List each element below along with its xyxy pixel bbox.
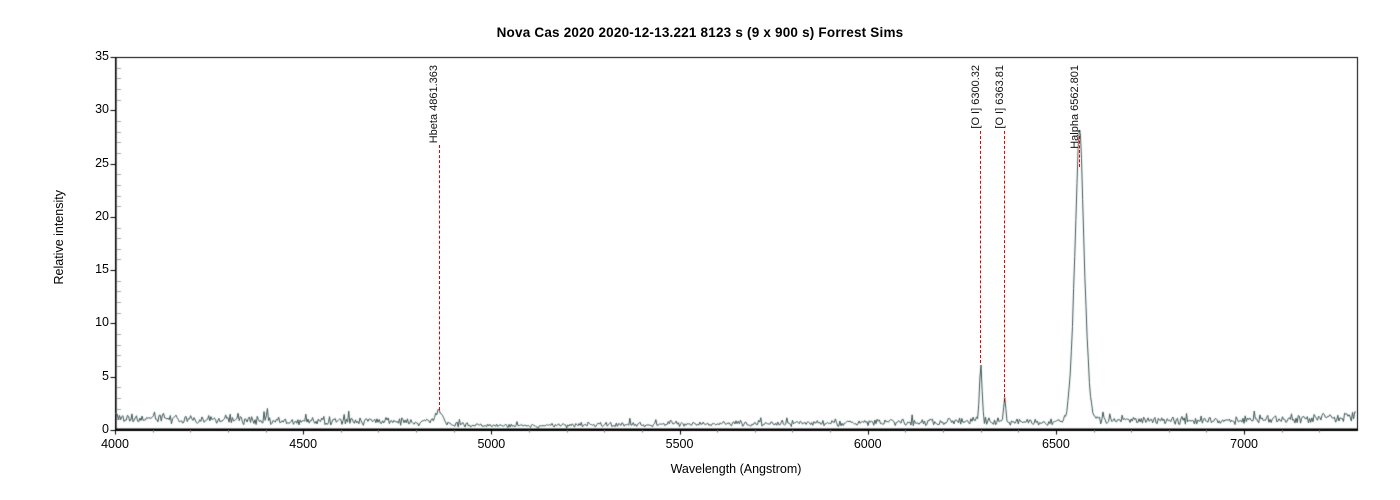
y-tick-label: 15 bbox=[95, 262, 109, 277]
spectral-line-label: Hbeta 4861.363 bbox=[428, 65, 441, 144]
x-tick-label: 6500 bbox=[1042, 437, 1070, 451]
y-tick-label: 30 bbox=[95, 102, 109, 117]
spectral-line-marker bbox=[980, 131, 982, 363]
y-tick-label: 35 bbox=[95, 49, 109, 63]
y-tick-label: 25 bbox=[95, 155, 109, 170]
y-tick-label: 5 bbox=[102, 368, 109, 383]
spectral-line-marker bbox=[1004, 131, 1006, 403]
x-tick-label: 5000 bbox=[477, 437, 506, 451]
y-tick-label: 10 bbox=[95, 315, 109, 330]
x-tick-label: 4500 bbox=[289, 437, 318, 451]
y-tick-label: 0 bbox=[102, 422, 109, 436]
spectral-line-label: Halpha 6562.801 bbox=[1068, 65, 1081, 149]
spectral-line-marker bbox=[1079, 135, 1081, 167]
chart-title: Nova Cas 2020 2020-12-13.221 8123 s (9 x… bbox=[496, 25, 904, 40]
y-tick-label: 20 bbox=[95, 208, 109, 223]
x-tick-label: 4000 bbox=[101, 437, 129, 451]
x-tick-label: 6000 bbox=[853, 437, 882, 451]
spectral-line-label: [O I] 6363.81 bbox=[993, 65, 1006, 129]
y-axis-title: Relative intensity bbox=[52, 190, 66, 285]
x-tick-label: 5500 bbox=[665, 437, 694, 451]
x-axis-title: Wavelength (Angstrom) bbox=[670, 462, 802, 476]
x-tick-label: 7000 bbox=[1230, 437, 1258, 451]
spectral-line-label: [O I] 6300.32 bbox=[969, 65, 982, 129]
spectral-line-marker bbox=[438, 145, 440, 410]
